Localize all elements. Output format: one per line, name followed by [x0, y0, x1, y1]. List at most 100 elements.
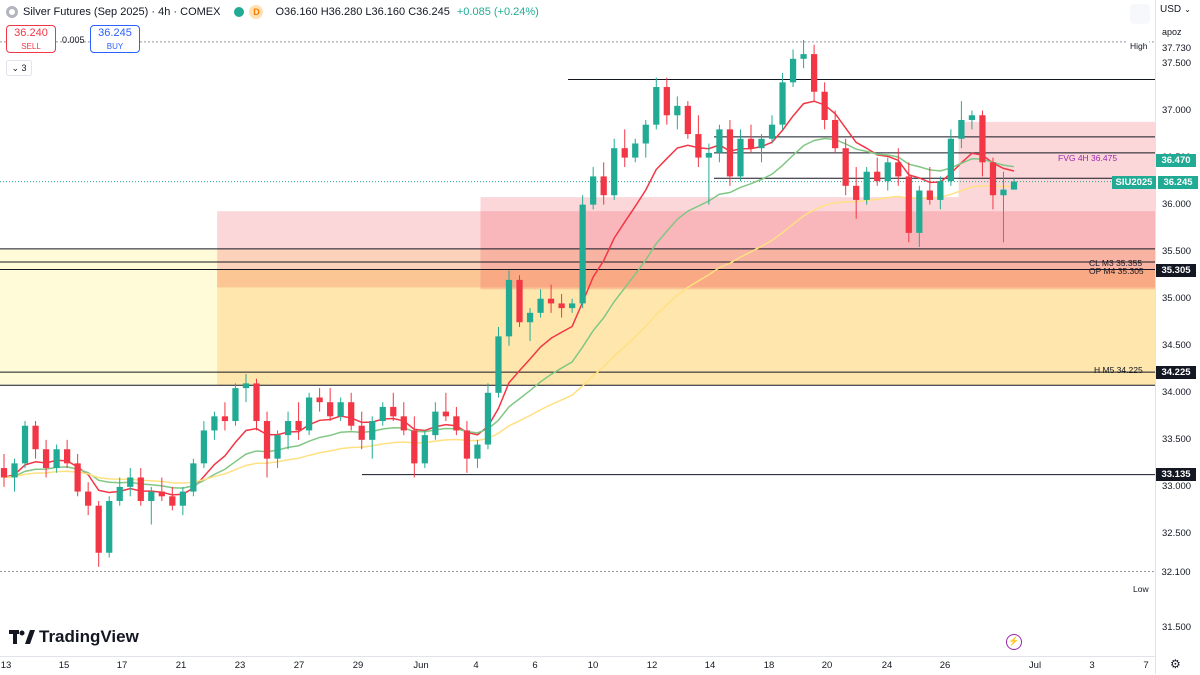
- candle: [85, 482, 92, 516]
- chevron-down-icon: ⌄: [1184, 5, 1191, 14]
- price-tick-label: 37.000: [1162, 104, 1192, 116]
- candle: [600, 162, 607, 205]
- price-tag: 32.100: [1156, 565, 1196, 579]
- price-tag: 35.305: [1156, 264, 1196, 278]
- candle-body: [179, 491, 186, 506]
- candle-body: [842, 148, 849, 186]
- candle: [779, 72, 786, 130]
- ohlc-readout: O36.160 H36.280 L36.160 C36.245 +0.085 (…: [275, 6, 538, 18]
- candle: [968, 110, 976, 130]
- time-axis[interactable]: 13 15 17 21 23 27 29 Jun 4 6 10 12 14 18 20 24 26 Jul 3 7: [0, 656, 1155, 675]
- candle: [284, 411, 292, 450]
- candle-body: [274, 435, 281, 459]
- candle-body: [379, 406, 386, 422]
- candle-body: [116, 486, 123, 501]
- candle-body: [800, 54, 807, 59]
- candle: [695, 115, 702, 168]
- candle-body: [11, 463, 18, 478]
- candle-body: [958, 119, 965, 139]
- candle-body: [663, 87, 670, 116]
- candle: [926, 167, 933, 205]
- candle-body: [453, 416, 460, 431]
- candle-body: [853, 185, 860, 200]
- date-tick-label: 7: [1143, 660, 1149, 671]
- date-tick-label: Jun: [413, 660, 429, 671]
- candle-body: [905, 176, 912, 233]
- candle: [327, 388, 334, 422]
- price-axis[interactable]: [1155, 0, 1200, 674]
- candle: [747, 124, 755, 153]
- candle: [674, 96, 681, 130]
- candle-body: [684, 105, 691, 135]
- candle: [611, 138, 618, 200]
- lightning-icon[interactable]: ⚡: [1006, 634, 1022, 650]
- screenshot-icon[interactable]: [1130, 4, 1150, 24]
- candle: [579, 195, 586, 309]
- candle: [495, 326, 502, 398]
- candle-body: [768, 124, 776, 139]
- candle: [874, 157, 881, 186]
- currency-button[interactable]: USD ⌄: [1160, 4, 1191, 15]
- candle: [716, 124, 723, 163]
- candle: [863, 167, 870, 205]
- open-value: O36.160: [275, 6, 318, 18]
- candle: [263, 411, 271, 478]
- candle: [632, 138, 639, 163]
- candle: [274, 430, 281, 469]
- high-label: High: [1128, 41, 1150, 51]
- price-tick-label: 33.000: [1162, 480, 1192, 492]
- gear-icon[interactable]: ⚙: [1170, 657, 1181, 671]
- candle-body: [42, 449, 50, 469]
- candle: [505, 270, 513, 346]
- level-annotation: CL M3 35.355: [1089, 258, 1143, 269]
- candle-body: [579, 204, 586, 304]
- symbol-title[interactable]: Silver Futures (Sep 2025) · 4h · COMEX: [23, 6, 221, 18]
- candle-body: [611, 148, 618, 196]
- price-chart[interactable]: [0, 0, 1155, 656]
- candle-body: [0, 468, 8, 478]
- date-tick-label: 26: [939, 660, 951, 671]
- candle-body: [64, 449, 71, 464]
- candle-body: [327, 402, 334, 417]
- symbol-code: SIU2025: [1112, 175, 1156, 189]
- high-value: 37.730: [1162, 43, 1192, 54]
- candle-body: [305, 397, 313, 431]
- candle-body: [253, 383, 260, 422]
- candles-layer: [0, 40, 1018, 567]
- candle: [411, 416, 418, 478]
- candle: [947, 129, 954, 186]
- change-value: +0.085 (+0.24%): [456, 6, 539, 18]
- candle: [726, 119, 734, 186]
- candle: [916, 185, 923, 247]
- candle-body: [621, 148, 628, 158]
- date-tick-label: 17: [116, 660, 128, 671]
- date-tick-label: 14: [704, 660, 716, 671]
- candle-body: [674, 105, 681, 116]
- candle-body: [85, 491, 92, 506]
- date-tick-label: 20: [821, 660, 833, 671]
- candle: [758, 134, 765, 163]
- candle: [832, 110, 839, 153]
- candle: [316, 388, 323, 412]
- date-tick-label: 3: [1089, 660, 1095, 671]
- price-tick-label: 34.000: [1162, 386, 1192, 398]
- indicators-collapse-button[interactable]: ⌄ 3: [6, 60, 32, 76]
- candle: [547, 284, 555, 313]
- candle-body: [442, 411, 449, 417]
- tradingview-logo: TradingView: [9, 627, 139, 647]
- symbol-header[interactable]: Silver Futures (Sep 2025) · 4h · COMEX D…: [6, 4, 539, 20]
- candle-body: [221, 416, 229, 422]
- candle: [884, 157, 891, 191]
- candle-body: [211, 416, 218, 431]
- date-tick-label: 4: [473, 660, 479, 671]
- candle-body: [632, 143, 639, 158]
- candle-body: [358, 425, 365, 440]
- candle-body: [569, 303, 576, 309]
- candle-body: [137, 477, 144, 501]
- buy-button[interactable]: 36.245 BUY: [90, 25, 140, 53]
- candle-body: [916, 190, 923, 233]
- candle: [989, 157, 997, 210]
- candle-body: [369, 421, 376, 440]
- candle: [979, 110, 986, 177]
- sell-button[interactable]: 36.240 SELL: [6, 25, 56, 53]
